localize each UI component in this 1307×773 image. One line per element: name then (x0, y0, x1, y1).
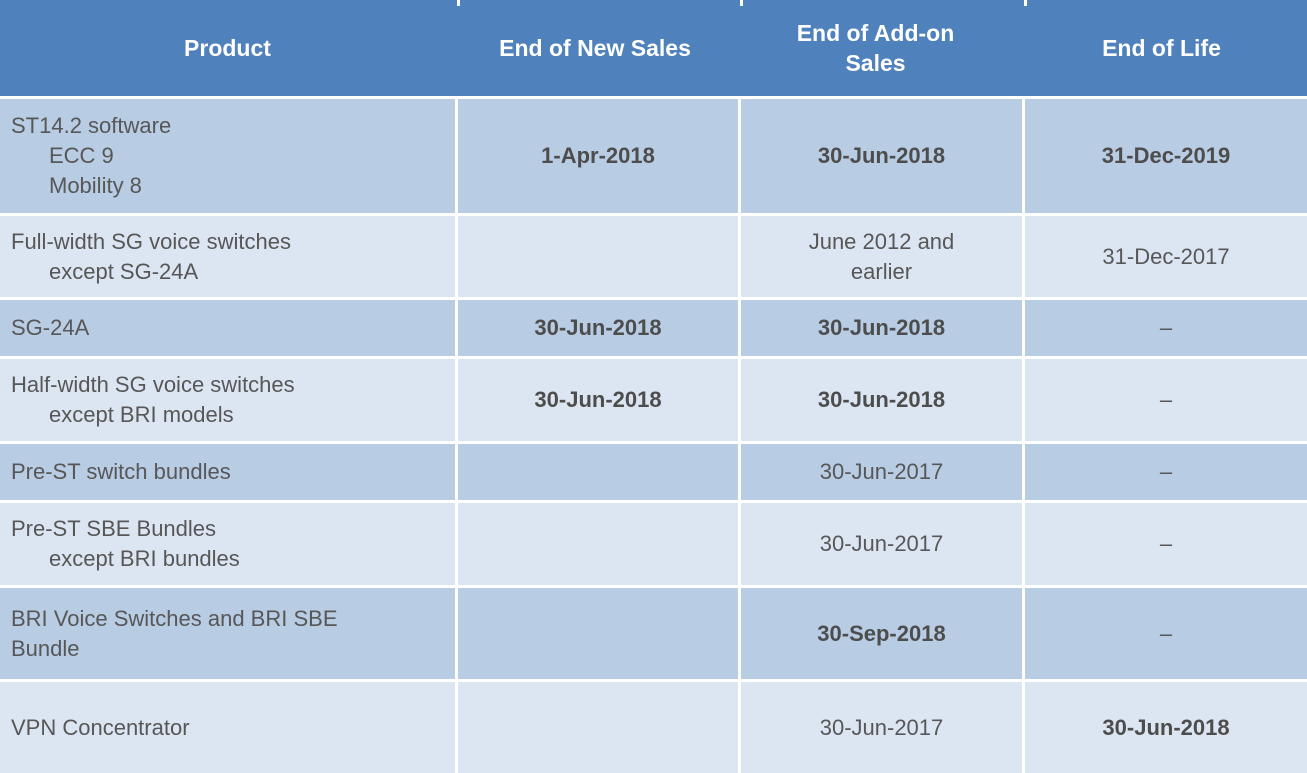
end-of-addon-sales-cell: 30-Jun-2017 (741, 503, 1022, 585)
end-of-addon-sales-cell: 30-Jun-2018 (741, 300, 1022, 356)
end-of-new-sales-cell (458, 503, 738, 585)
end-of-new-sales-cell: 30-Jun-2018 (458, 359, 738, 441)
product-cell: BRI Voice Switches and BRI SBE Bundle (0, 588, 455, 679)
end-of-life-cell: 31-Dec-2017 (1025, 216, 1307, 297)
product-cell: ST14.2 software ECC 9 Mobility 8 (0, 99, 455, 213)
product-cell: Half-width SG voice switches except BRI m… (0, 359, 455, 441)
product-name-line: Bundle (11, 635, 80, 661)
product-name-line: ST14.2 software (11, 113, 172, 138)
product-name-line: Half-width SG voice switches (11, 372, 295, 397)
table-row: Full-width SG voice switches except SG-24… (0, 216, 1307, 297)
end-of-addon-sales-cell: 30-Jun-2018 (741, 99, 1022, 213)
product-name-line: except BRI models (49, 402, 234, 427)
end-of-addon-sales-cell: 30-Jun-2018 (741, 359, 1022, 441)
end-of-addon-sales-cell: June 2012 and earlier (741, 216, 1022, 297)
table-row: Pre-ST switch bundles 30-Jun-2017– (0, 444, 1307, 500)
column-header-end-of-addon-sales: End of Add-on Sales (796, 20, 955, 76)
end-of-new-sales-cell: 1-Apr-2018 (458, 99, 738, 213)
end-of-addon-sales-cell: 30-Jun-2017 (741, 444, 1022, 500)
end-of-addon-sales-cell: 30-Sep-2018 (741, 588, 1022, 679)
end-of-life-cell: 30-Jun-2018 (1025, 682, 1307, 773)
product-cell: Pre-ST SBE Bundles except BRI bundles (0, 503, 455, 585)
table-row: Pre-ST SBE Bundles except BRI bundles 30-J… (0, 503, 1307, 585)
header-top-tick (740, 0, 743, 6)
product-name-line: except BRI bundles (49, 546, 240, 571)
column-header-product: Product (184, 35, 271, 61)
end-of-addon-sales-cell: 30-Jun-2017 (741, 682, 1022, 773)
product-name-line: BRI Voice Switches and BRI SBE (11, 605, 338, 631)
table-row: SG-24A 30-Jun-2018 30-Jun-2018– (0, 300, 1307, 356)
header-top-tick (457, 0, 460, 6)
table-row: Half-width SG voice switches except BRI m… (0, 359, 1307, 441)
end-of-life-cell: – (1025, 444, 1307, 500)
end-of-new-sales-cell (458, 444, 738, 500)
table-row: BRI Voice Switches and BRI SBE Bundle 30-S… (0, 588, 1307, 679)
end-of-life-cell: – (1025, 503, 1307, 585)
product-name-line: Pre-ST SBE Bundles (11, 516, 217, 541)
product-name-line: except SG-24A (49, 258, 199, 284)
product-name-line: Mobility 8 (49, 173, 142, 198)
end-of-new-sales-cell (458, 588, 738, 679)
product-cell: SG-24A (0, 300, 455, 356)
table-row: VPN Concentrator 30-Jun-2017 30-Jun-2018 (0, 682, 1307, 773)
table-row: ST14.2 software ECC 9 Mobility 8 1-Apr-2018… (0, 99, 1307, 213)
end-of-life-cell: 31-Dec-2019 (1025, 99, 1307, 213)
header-top-tick (1024, 0, 1027, 6)
table-header-row: Product End of New Sales End of Add-on S… (0, 0, 1307, 96)
product-name-line: VPN Concentrator (11, 714, 190, 740)
column-header-end-of-new-sales: End of New Sales (499, 35, 691, 61)
column-header-end-of-life: End of Life (1102, 35, 1221, 61)
end-of-new-sales-cell: 30-Jun-2018 (458, 300, 738, 356)
end-of-new-sales-cell (458, 682, 738, 773)
end-of-life-cell: – (1025, 300, 1307, 356)
end-of-new-sales-cell (458, 216, 738, 297)
product-name-line: ECC 9 (49, 143, 114, 168)
end-of-life-cell: – (1025, 588, 1307, 679)
product-cell: VPN Concentrator (0, 682, 455, 773)
product-name-line: Full-width SG voice switches (11, 228, 291, 254)
end-of-life-cell: – (1025, 359, 1307, 441)
product-cell: Full-width SG voice switches except SG-24… (0, 216, 455, 297)
product-cell: Pre-ST switch bundles (0, 444, 455, 500)
product-name-line: Pre-ST switch bundles (11, 459, 231, 484)
product-name-line: SG-24A (11, 315, 90, 340)
